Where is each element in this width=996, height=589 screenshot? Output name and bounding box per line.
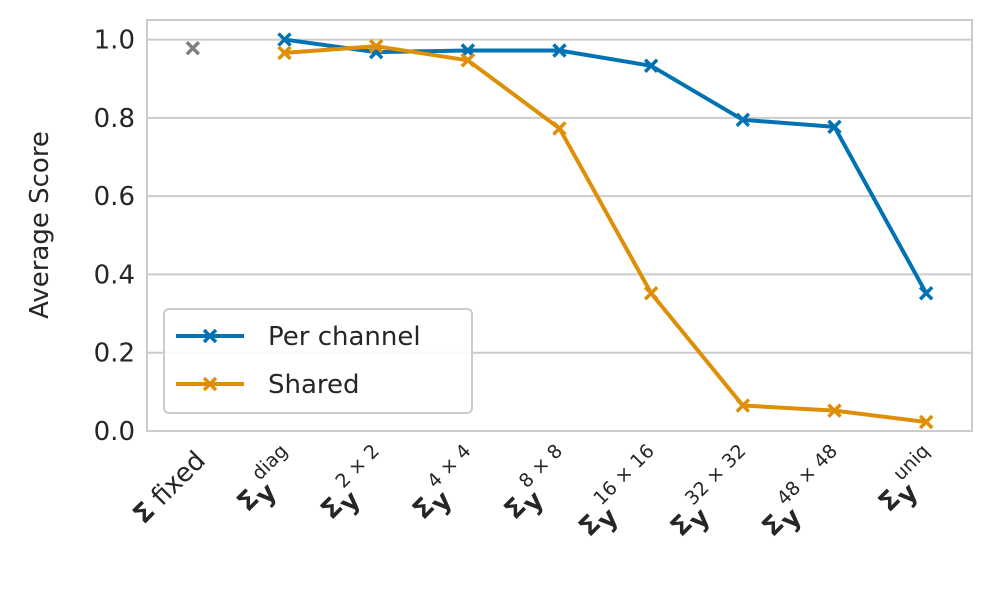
x-tick-label: Σyuniq xyxy=(867,440,951,524)
legend-label: Shared xyxy=(268,370,360,400)
point-marker xyxy=(827,403,842,418)
x-tick-label: Σy32 × 32 xyxy=(659,440,767,548)
y-axis-label: Average Score xyxy=(25,131,55,319)
legend-label: Per channel xyxy=(268,322,421,352)
label-sup: 48 × 48 xyxy=(773,440,843,510)
x-tick-label: Σy8 × 8 xyxy=(493,440,584,531)
series-line xyxy=(284,44,927,424)
x-tick-label: Σy16 × 16 xyxy=(568,440,676,548)
point-marker xyxy=(277,45,292,61)
x-tick-label: Σfixed xyxy=(127,446,211,530)
y-tick-label: 0.4 xyxy=(94,260,135,290)
x-tick-label: Σy2 × 2 xyxy=(310,440,401,531)
point-marker xyxy=(368,38,384,54)
y-tick-label: 0.0 xyxy=(94,417,135,447)
label-sup: 8 × 8 xyxy=(515,440,567,492)
x-tick-label: Σy48 × 48 xyxy=(751,440,859,548)
point-marker xyxy=(735,112,751,128)
label-sup: diag xyxy=(248,440,293,485)
point-marker xyxy=(643,58,659,74)
point-marker xyxy=(918,285,934,301)
point-marker xyxy=(918,414,934,430)
point-marker xyxy=(552,43,567,58)
y-tick-label: 0.8 xyxy=(94,104,135,134)
plot-frame xyxy=(146,19,973,432)
label-sup: 32 × 32 xyxy=(681,440,751,510)
x-tick-label: Σydiag xyxy=(226,440,309,523)
y-tick-label: 1.0 xyxy=(94,26,135,56)
series-line xyxy=(284,37,928,295)
y-tick-label: 0.6 xyxy=(94,182,135,212)
point-marker xyxy=(552,121,567,136)
label-sup: 4 × 4 xyxy=(423,440,475,492)
label-sup: uniq xyxy=(889,440,934,485)
y-tick-label: 0.2 xyxy=(94,339,135,369)
label-text: fixed xyxy=(146,446,212,512)
label-sup: 16 × 16 xyxy=(589,440,659,510)
point-marker xyxy=(827,119,842,135)
x-tick-label: Σy4 × 4 xyxy=(401,440,492,531)
point-marker xyxy=(277,32,292,47)
label-sup: 2 × 2 xyxy=(331,440,383,492)
point-marker xyxy=(643,285,659,301)
legend-marker xyxy=(202,376,218,392)
point-marker xyxy=(735,398,751,413)
point-marker xyxy=(460,53,476,68)
reference-marker xyxy=(185,40,201,56)
legend-marker xyxy=(202,328,218,344)
